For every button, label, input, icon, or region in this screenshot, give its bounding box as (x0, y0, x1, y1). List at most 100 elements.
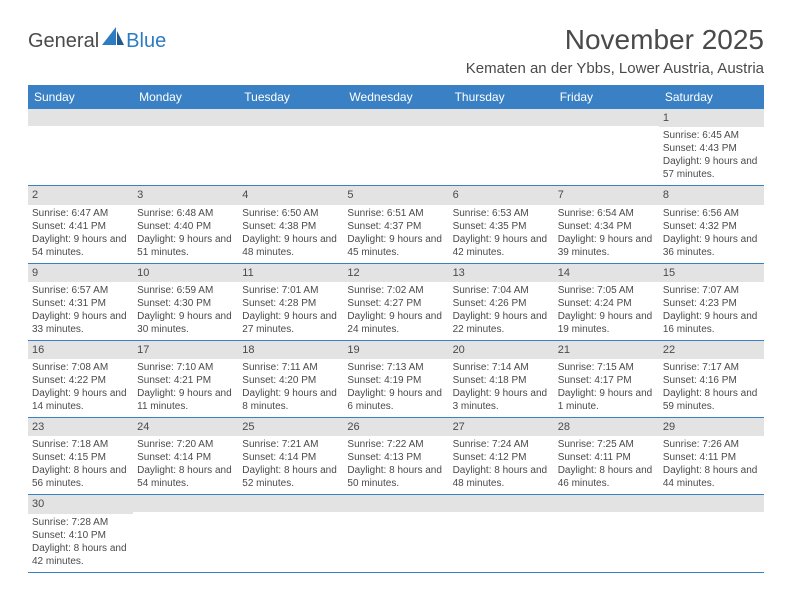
calendar-cell: 4Sunrise: 6:50 AMSunset: 4:38 PMDaylight… (238, 186, 343, 263)
daylight-text: Daylight: 9 hours and 42 minutes. (453, 233, 550, 259)
day-number: 15 (659, 264, 764, 282)
calendar-cell (28, 109, 133, 186)
calendar-cell (343, 495, 448, 572)
sunset-text: Sunset: 4:40 PM (137, 220, 234, 233)
sunrise-text: Sunrise: 7:21 AM (242, 438, 339, 451)
sunrise-text: Sunrise: 6:59 AM (137, 284, 234, 297)
daylight-text: Daylight: 8 hours and 54 minutes. (137, 464, 234, 490)
day-number: 25 (238, 418, 343, 436)
sunrise-text: Sunrise: 6:47 AM (32, 207, 129, 220)
daylight-text: Daylight: 9 hours and 11 minutes. (137, 387, 234, 413)
sunrise-text: Sunrise: 7:18 AM (32, 438, 129, 451)
calendar-cell: 29Sunrise: 7:26 AMSunset: 4:11 PMDayligh… (659, 418, 764, 495)
day-number: 3 (133, 186, 238, 204)
day-body: Sunrise: 7:21 AMSunset: 4:14 PMDaylight:… (238, 436, 343, 494)
calendar-cell: 23Sunrise: 7:18 AMSunset: 4:15 PMDayligh… (28, 418, 133, 495)
day-body: Sunrise: 7:22 AMSunset: 4:13 PMDaylight:… (343, 436, 448, 494)
calendar-cell (133, 495, 238, 572)
day-body: Sunrise: 7:05 AMSunset: 4:24 PMDaylight:… (554, 282, 659, 340)
calendar-cell: 13Sunrise: 7:04 AMSunset: 4:26 PMDayligh… (449, 263, 554, 340)
day-number: 9 (28, 264, 133, 282)
sunrise-text: Sunrise: 6:56 AM (663, 207, 760, 220)
day-number: 13 (449, 264, 554, 282)
sunset-text: Sunset: 4:41 PM (32, 220, 129, 233)
day-number: 8 (659, 186, 764, 204)
daylight-text: Daylight: 9 hours and 39 minutes. (558, 233, 655, 259)
day-body (238, 126, 343, 174)
day-body (133, 126, 238, 174)
sunset-text: Sunset: 4:14 PM (137, 451, 234, 464)
sunrise-text: Sunrise: 7:28 AM (32, 516, 129, 529)
sunset-text: Sunset: 4:26 PM (453, 297, 550, 310)
calendar-cell: 15Sunrise: 7:07 AMSunset: 4:23 PMDayligh… (659, 263, 764, 340)
sunrise-text: Sunrise: 7:08 AM (32, 361, 129, 374)
sunrise-text: Sunrise: 7:25 AM (558, 438, 655, 451)
sunrise-text: Sunrise: 7:11 AM (242, 361, 339, 374)
day-body: Sunrise: 7:02 AMSunset: 4:27 PMDaylight:… (343, 282, 448, 340)
day-body (449, 512, 554, 560)
calendar-week: 30Sunrise: 7:28 AMSunset: 4:10 PMDayligh… (28, 495, 764, 572)
sunrise-text: Sunrise: 6:50 AM (242, 207, 339, 220)
sunrise-text: Sunrise: 7:02 AM (347, 284, 444, 297)
sunset-text: Sunset: 4:35 PM (453, 220, 550, 233)
day-number: 26 (343, 418, 448, 436)
sunset-text: Sunset: 4:30 PM (137, 297, 234, 310)
day-number: 28 (554, 418, 659, 436)
sunset-text: Sunset: 4:13 PM (347, 451, 444, 464)
day-number: 23 (28, 418, 133, 436)
day-body: Sunrise: 7:25 AMSunset: 4:11 PMDaylight:… (554, 436, 659, 494)
sunset-text: Sunset: 4:10 PM (32, 529, 129, 542)
day-body: Sunrise: 7:01 AMSunset: 4:28 PMDaylight:… (238, 282, 343, 340)
calendar-cell: 8Sunrise: 6:56 AMSunset: 4:32 PMDaylight… (659, 186, 764, 263)
calendar-cell (659, 495, 764, 572)
sunset-text: Sunset: 4:37 PM (347, 220, 444, 233)
sunset-text: Sunset: 4:23 PM (663, 297, 760, 310)
day-body: Sunrise: 7:15 AMSunset: 4:17 PMDaylight:… (554, 359, 659, 417)
sunset-text: Sunset: 4:18 PM (453, 374, 550, 387)
calendar-cell: 11Sunrise: 7:01 AMSunset: 4:28 PMDayligh… (238, 263, 343, 340)
calendar-cell: 2Sunrise: 6:47 AMSunset: 4:41 PMDaylight… (28, 186, 133, 263)
day-number: 21 (554, 341, 659, 359)
day-number (554, 495, 659, 512)
sunset-text: Sunset: 4:24 PM (558, 297, 655, 310)
sunrise-text: Sunrise: 7:15 AM (558, 361, 655, 374)
calendar-cell: 3Sunrise: 6:48 AMSunset: 4:40 PMDaylight… (133, 186, 238, 263)
daylight-text: Daylight: 9 hours and 8 minutes. (242, 387, 339, 413)
day-body (28, 126, 133, 174)
daylight-text: Daylight: 9 hours and 24 minutes. (347, 310, 444, 336)
header: General Blue November 2025 Kematen an de… (28, 24, 764, 77)
calendar-cell: 25Sunrise: 7:21 AMSunset: 4:14 PMDayligh… (238, 418, 343, 495)
day-header: Friday (554, 85, 659, 109)
calendar-cell (554, 495, 659, 572)
calendar-body: 1Sunrise: 6:45 AMSunset: 4:43 PMDaylight… (28, 109, 764, 572)
day-body: Sunrise: 6:51 AMSunset: 4:37 PMDaylight:… (343, 205, 448, 263)
sunset-text: Sunset: 4:43 PM (663, 142, 760, 155)
day-body: Sunrise: 7:17 AMSunset: 4:16 PMDaylight:… (659, 359, 764, 417)
day-number: 22 (659, 341, 764, 359)
sunrise-text: Sunrise: 6:54 AM (558, 207, 655, 220)
day-number (133, 495, 238, 512)
sunset-text: Sunset: 4:11 PM (558, 451, 655, 464)
day-number (554, 109, 659, 126)
day-body: Sunrise: 7:13 AMSunset: 4:19 PMDaylight:… (343, 359, 448, 417)
sunset-text: Sunset: 4:16 PM (663, 374, 760, 387)
sunset-text: Sunset: 4:32 PM (663, 220, 760, 233)
calendar-week: 16Sunrise: 7:08 AMSunset: 4:22 PMDayligh… (28, 340, 764, 417)
day-number: 6 (449, 186, 554, 204)
sunrise-text: Sunrise: 7:04 AM (453, 284, 550, 297)
sunset-text: Sunset: 4:34 PM (558, 220, 655, 233)
calendar-cell: 14Sunrise: 7:05 AMSunset: 4:24 PMDayligh… (554, 263, 659, 340)
day-number: 2 (28, 186, 133, 204)
calendar-cell (554, 109, 659, 186)
day-header: Wednesday (343, 85, 448, 109)
day-number: 11 (238, 264, 343, 282)
calendar-cell: 27Sunrise: 7:24 AMSunset: 4:12 PMDayligh… (449, 418, 554, 495)
sunset-text: Sunset: 4:17 PM (558, 374, 655, 387)
sunset-text: Sunset: 4:14 PM (242, 451, 339, 464)
sunrise-text: Sunrise: 7:07 AM (663, 284, 760, 297)
day-number (133, 109, 238, 126)
calendar-cell: 21Sunrise: 7:15 AMSunset: 4:17 PMDayligh… (554, 340, 659, 417)
calendar-cell (238, 495, 343, 572)
day-number: 10 (133, 264, 238, 282)
calendar-cell: 10Sunrise: 6:59 AMSunset: 4:30 PMDayligh… (133, 263, 238, 340)
